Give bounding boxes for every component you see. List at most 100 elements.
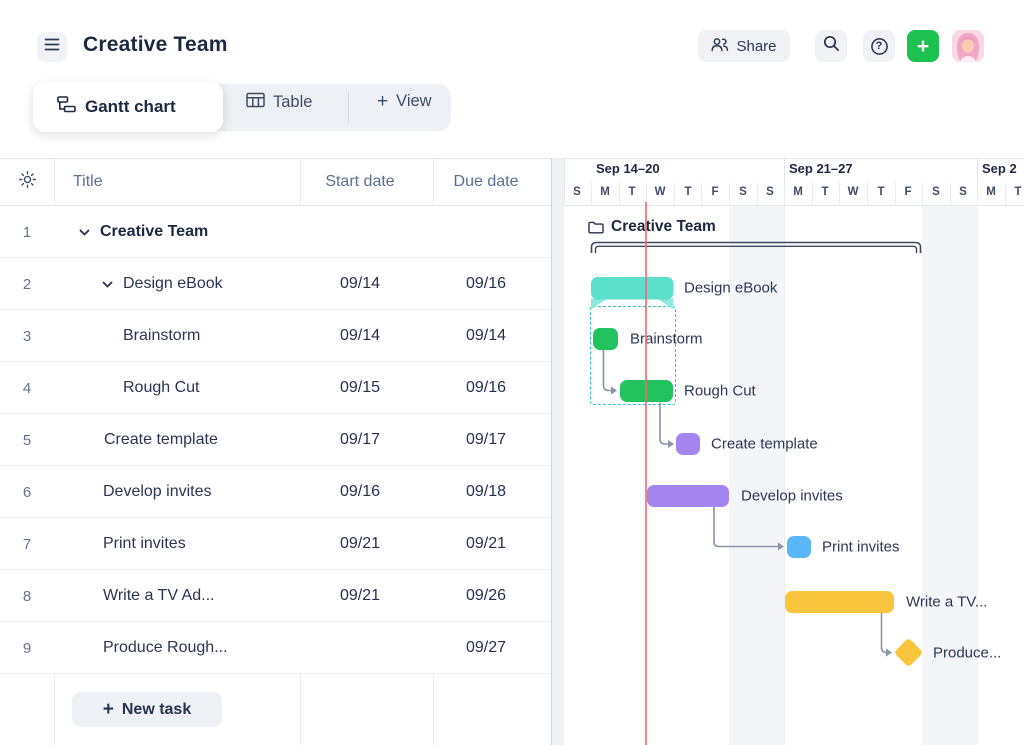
gantt-left-edge [551, 158, 564, 745]
day-letter: T [684, 186, 692, 198]
task-title-cell[interactable]: Write a TV Ad... [0, 570, 300, 622]
task-title-cell[interactable]: Brainstorm [0, 310, 300, 362]
task-title-cell[interactable]: Produce Rough... [0, 622, 300, 674]
column-header-start-date[interactable]: Start date [325, 173, 395, 190]
task-title-text: Create template [104, 431, 218, 448]
start-date-cell[interactable]: 09/14 [339, 275, 381, 292]
day-letter: F [904, 186, 912, 198]
tab-new-view[interactable]: + View [377, 92, 432, 111]
due-date-cell[interactable]: 09/26 [465, 587, 507, 604]
table-icon [246, 92, 265, 113]
start-date-cell[interactable]: 09/15 [339, 379, 381, 396]
task-title-cell[interactable]: Design eBook [0, 258, 300, 310]
task-title-cell[interactable]: Create template [0, 414, 300, 466]
chevron-down-icon[interactable] [101, 278, 114, 291]
row-number: 6 [22, 483, 32, 501]
tab-gantt-chart[interactable]: Gantt chart [33, 82, 223, 132]
column-header-due-date[interactable]: Due date [453, 173, 519, 190]
task-title-cell[interactable]: Develop invites [0, 466, 300, 518]
day-letter: T [821, 186, 829, 198]
table-row[interactable]: 3 Brainstorm 09/14 09/14 [0, 310, 552, 362]
week-grid-line [784, 206, 786, 745]
tab-table[interactable]: Table [246, 92, 312, 113]
start-date-cell[interactable]: 09/14 [339, 327, 381, 344]
due-date-cell[interactable]: 09/14 [465, 327, 507, 344]
table-top-border [0, 158, 1024, 159]
start-date-cell[interactable] [300, 622, 420, 674]
help-button[interactable]: ? [863, 30, 895, 62]
share-button[interactable]: Share [698, 30, 790, 62]
people-icon [711, 37, 729, 56]
due-date-cell[interactable]: 09/16 [465, 379, 507, 396]
due-date-cell[interactable]: 09/21 [465, 535, 507, 552]
row-number: 5 [22, 431, 32, 449]
gantt-bar-design-ebook[interactable] [591, 276, 674, 311]
task-title-text: Print invites [103, 535, 186, 552]
table-row[interactable]: 1 Creative Team [0, 206, 552, 258]
gantt-bar-label: Design eBook [684, 279, 778, 297]
subtask-group-outline [589, 306, 676, 405]
gantt-bar-write-tv-ad[interactable] [784, 590, 894, 613]
column-header-title[interactable]: Title [73, 173, 103, 190]
table-row[interactable]: 8 Write a TV Ad... 09/21 09/26 [0, 570, 552, 622]
table-row[interactable]: 5 Create template 09/17 09/17 [0, 414, 552, 466]
day-separator [922, 183, 924, 206]
table-header: Title Start date Due date [0, 158, 552, 206]
gantt-bar-develop-invites[interactable] [646, 484, 729, 507]
day-separator [591, 183, 592, 206]
table-row[interactable]: 4 Rough Cut 09/15 09/16 [0, 362, 552, 414]
weekend-band [922, 206, 978, 745]
week-separator [977, 158, 979, 206]
task-title-cell[interactable]: Creative Team [0, 206, 300, 258]
search-button[interactable] [815, 30, 847, 62]
gantt-bar-print-invites[interactable] [786, 535, 811, 558]
tab-gantt-label: Gantt chart [85, 97, 176, 116]
due-date-cell[interactable]: 09/27 [465, 639, 507, 656]
table-row[interactable]: 7 Print invites 09/21 09/21 [0, 518, 552, 570]
table-row[interactable]: 2 Design eBook 09/14 09/16 [0, 258, 552, 310]
day-separator [563, 183, 565, 206]
task-title-cell[interactable]: Print invites [0, 518, 300, 570]
task-title-text: Creative Team [100, 223, 209, 240]
day-separator [729, 183, 730, 206]
table-row[interactable]: 9 Produce Rough... 09/27 [0, 622, 552, 674]
plus-icon: + [377, 91, 389, 112]
avatar[interactable] [952, 30, 984, 62]
start-date-cell[interactable]: 09/21 [339, 535, 381, 552]
due-date-cell[interactable] [433, 206, 539, 258]
gantt-bar-label: Print invites [822, 538, 900, 555]
start-date-cell[interactable]: 09/21 [339, 587, 381, 604]
hamburger-menu-button[interactable] [37, 32, 67, 62]
start-date-cell[interactable]: 09/17 [339, 431, 381, 448]
settings-column-header[interactable] [0, 158, 54, 206]
chevron-down-icon[interactable] [78, 226, 91, 239]
add-button[interactable]: + [907, 30, 939, 62]
start-date-cell[interactable]: 09/16 [339, 483, 381, 500]
header-bottom-border [0, 205, 1024, 206]
row-number: 7 [22, 535, 32, 553]
day-separator [977, 183, 979, 206]
due-date-cell[interactable]: 09/17 [465, 431, 507, 448]
gantt-bar-label: Write a TV... [906, 593, 988, 610]
new-task-label: New task [121, 700, 192, 718]
gantt-bar-label: Brainstorm [630, 330, 703, 348]
gantt-bar-brainstorm[interactable] [593, 328, 618, 350]
row-number: 9 [22, 639, 32, 657]
due-date-cell[interactable]: 09/16 [465, 275, 507, 292]
search-icon [823, 35, 840, 57]
table-row[interactable]: 6 Develop invites 09/16 09/18 [0, 466, 552, 518]
gantt-bar-create-template[interactable] [676, 433, 700, 455]
gantt-group-label[interactable]: Creative Team [588, 218, 716, 236]
day-letter: F [711, 186, 719, 198]
new-task-button[interactable]: + New task [72, 692, 222, 727]
tab-divider [348, 92, 349, 122]
start-date-cell[interactable] [300, 206, 420, 258]
due-date-cell[interactable]: 09/18 [465, 483, 507, 500]
task-title-cell[interactable]: Rough Cut [0, 362, 300, 414]
day-letter: S [932, 186, 940, 198]
summary-bracket[interactable] [590, 240, 922, 254]
gantt-milestone-produce-rough[interactable] [893, 637, 923, 668]
folder-icon [588, 221, 604, 234]
day-letter: S [573, 186, 581, 198]
